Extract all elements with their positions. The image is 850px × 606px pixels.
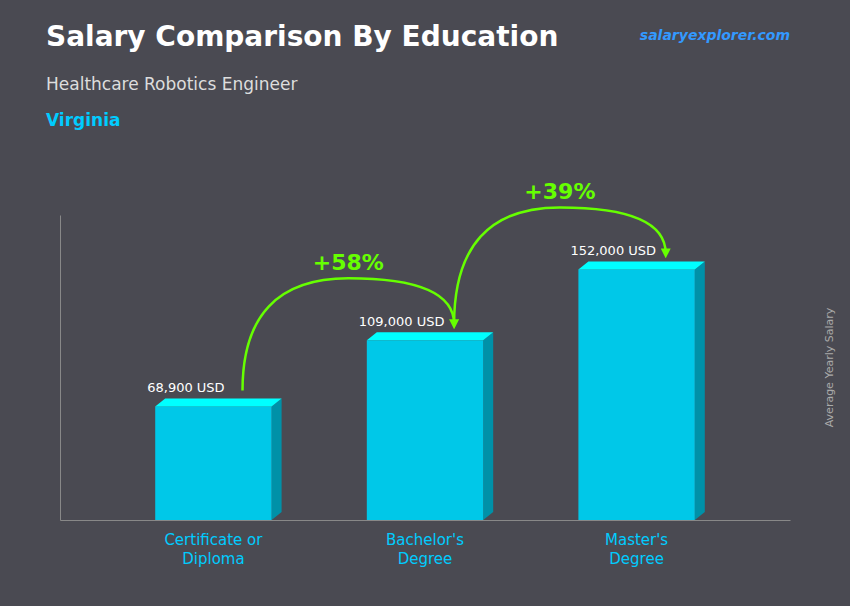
bar-side (483, 332, 493, 520)
bar-side (695, 261, 705, 520)
value-label: 109,000 USD (359, 314, 445, 329)
background (0, 0, 850, 606)
x-tick: Master'sDegree (605, 520, 668, 568)
x-axis-line (61, 520, 791, 521)
bar-group (155, 398, 281, 520)
x-tick-label: Certificate orDiploma (164, 531, 263, 569)
growth-arrow (243, 278, 455, 390)
x-tick-label: Master'sDegree (605, 531, 668, 569)
growth-arrow (454, 207, 666, 324)
value-labels: 68,900 USD 109,000 USD 152,000 USD (147, 243, 656, 395)
bar-side (272, 398, 282, 520)
value-label: 68,900 USD (147, 380, 224, 395)
chart: Salary Comparison By Education Healthcare… (0, 0, 850, 606)
plot: Certificate orDiploma Bachelor'sDegree Mas… (61, 179, 791, 568)
y-axis-title: Average Yearly Salary (823, 307, 836, 427)
brand: salaryexplorer.com (640, 27, 790, 43)
location: Virginia (46, 110, 120, 130)
growth-arrows: +58% +39% (243, 179, 666, 390)
title: Salary Comparison By Education (46, 20, 558, 53)
bar-top (367, 332, 493, 340)
x-axis: Certificate orDiploma Bachelor'sDegree Mas… (61, 520, 791, 568)
bar-group (367, 332, 493, 520)
bar (155, 406, 271, 520)
x-tick: Certificate orDiploma (164, 520, 263, 568)
bar-top (155, 398, 281, 406)
growth-label: +39% (524, 179, 595, 204)
bar (367, 340, 483, 520)
x-tick: Bachelor'sDegree (386, 520, 464, 568)
bar-top (578, 261, 704, 269)
y-axis-line (60, 216, 61, 521)
bar-group (578, 261, 704, 520)
y-axis (60, 216, 61, 521)
value-label: 152,000 USD (570, 243, 656, 258)
subtitle: Healthcare Robotics Engineer (46, 74, 297, 94)
bars (155, 261, 705, 520)
growth-label: +58% (313, 250, 384, 275)
bar (578, 269, 694, 520)
x-tick-label: Bachelor'sDegree (386, 531, 464, 569)
